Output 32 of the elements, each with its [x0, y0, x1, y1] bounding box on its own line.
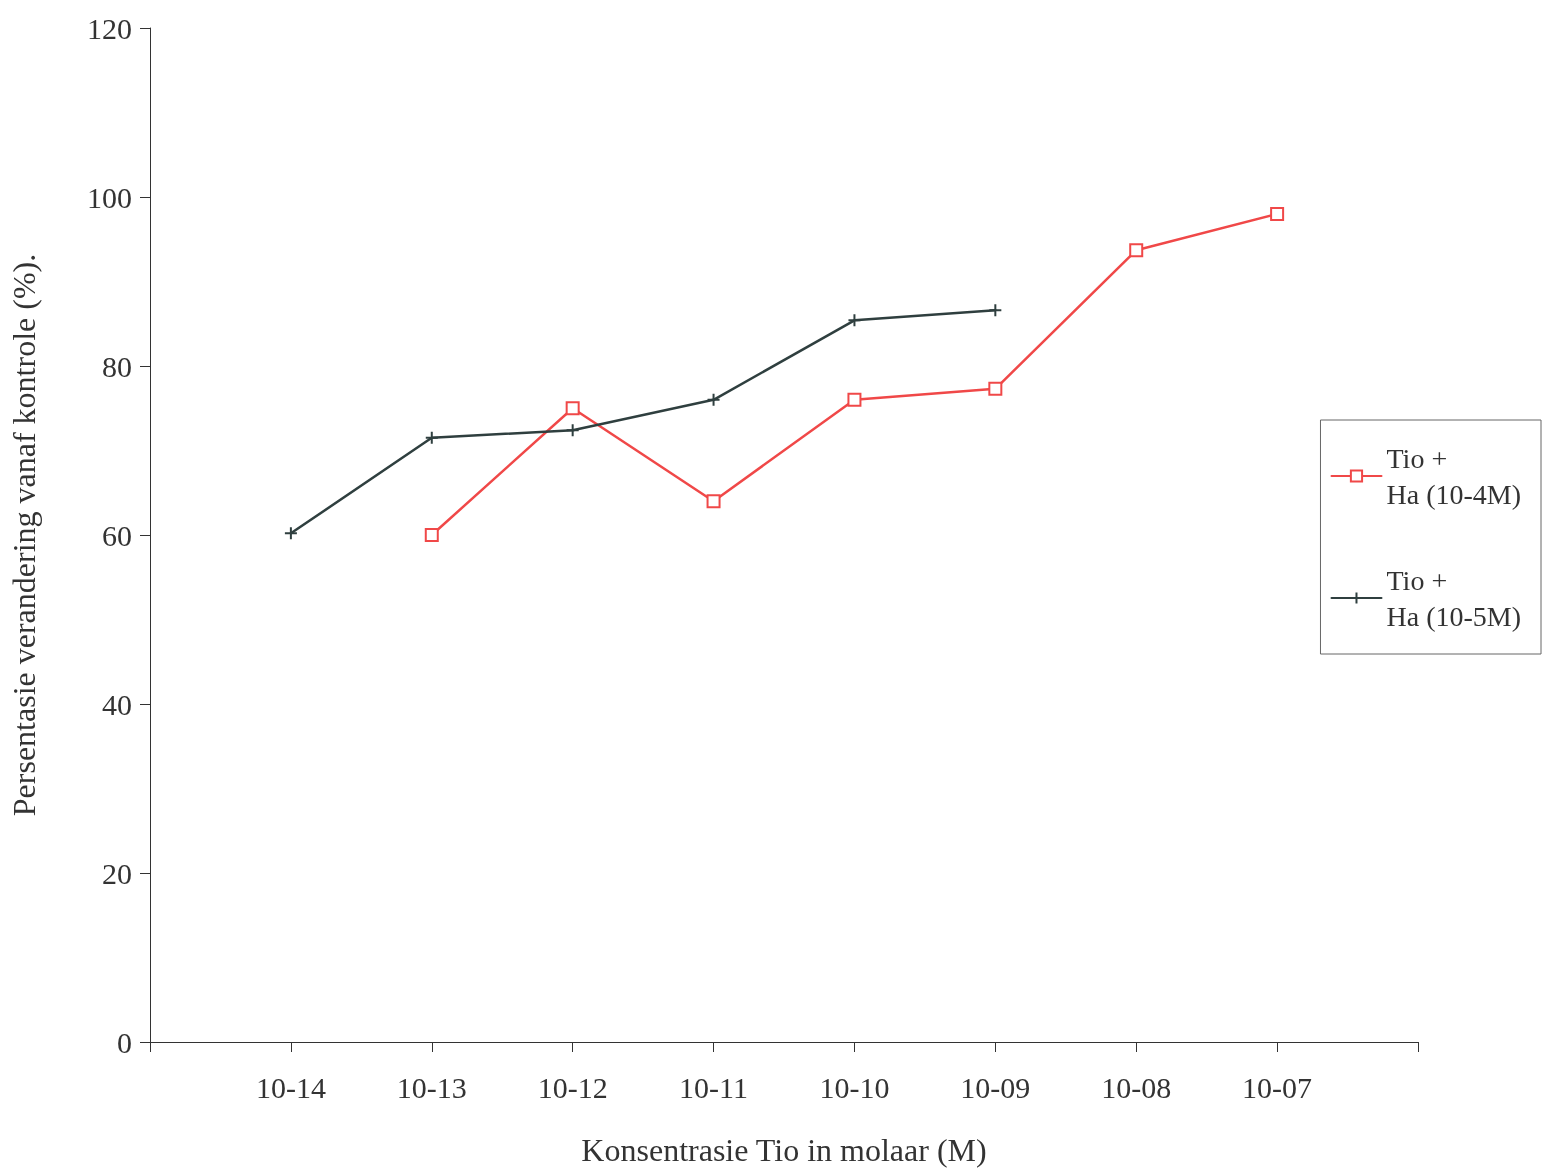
x-tick-label: 10-09	[960, 1070, 1031, 1104]
x-tick-label: 10-12	[537, 1070, 608, 1104]
y-tick-label: 100	[87, 180, 132, 214]
point	[706, 392, 721, 407]
point	[283, 526, 298, 541]
point	[706, 494, 721, 509]
x-tick-label: 10-10	[819, 1070, 890, 1104]
y-axis-title: Persentasie verandering vanaf kontrole (%).	[6, 253, 42, 817]
x-tick-label: 10-13	[396, 1070, 467, 1104]
x-tick-label: 10-08	[1101, 1070, 1172, 1104]
y-tick-label: 40	[102, 687, 132, 721]
legend-label: Tio + Ha (10-4M)	[1386, 442, 1522, 510]
point	[847, 313, 862, 328]
point	[424, 430, 439, 445]
x-tick-label: 10-14	[255, 1070, 326, 1104]
y-tick-label: 80	[102, 349, 132, 383]
point	[565, 401, 580, 416]
point	[988, 303, 1003, 318]
y-tick-label: 0	[117, 1025, 132, 1059]
point	[847, 392, 862, 407]
point	[424, 528, 439, 542]
legend-label: Tio + Ha (10-5M)	[1386, 564, 1522, 632]
y-tick-label: 120	[87, 11, 132, 45]
x-tick-label: 10-07	[1242, 1070, 1313, 1104]
point	[988, 381, 1003, 396]
x-axis-title: Konsentrasie Tio in molaar (M)	[581, 1132, 987, 1168]
x-tick-label: 10-11	[679, 1070, 748, 1104]
y-tick-label: 60	[102, 518, 132, 552]
point	[565, 423, 580, 438]
point	[1129, 243, 1144, 258]
y-tick-label: 20	[102, 856, 132, 890]
point	[1270, 206, 1285, 221]
